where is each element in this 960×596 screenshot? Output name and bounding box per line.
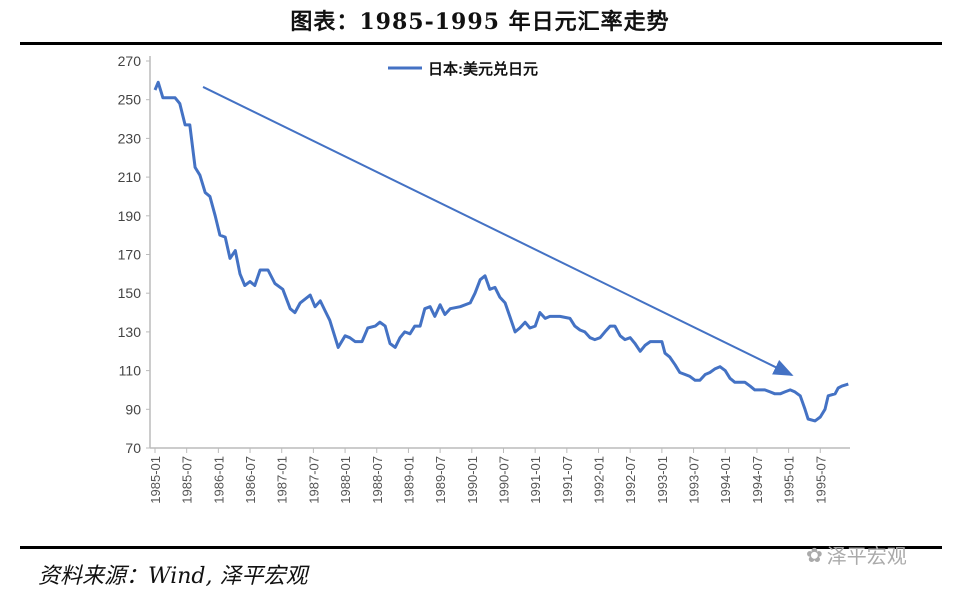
watermark: ✿ 泽平宏观 — [806, 540, 907, 569]
y-tick-label: 230 — [118, 130, 142, 146]
y-tick-label: 250 — [118, 92, 142, 108]
x-tick-label: 1986-01 — [211, 456, 226, 504]
y-tick-label: 130 — [118, 324, 142, 340]
x-tick-label: 1995-01 — [782, 456, 797, 504]
x-tick-label: 1988-07 — [370, 456, 385, 504]
x-tick-label: 1991-07 — [560, 456, 575, 504]
x-tick-label: 1987-07 — [306, 456, 321, 504]
trend-arrow — [202, 86, 794, 376]
chart-title: 图表：1985-1995 年日元汇率走势 — [290, 9, 670, 35]
source-note: 资料来源：Wind, 泽平宏观 — [38, 564, 308, 589]
x-tick-label: 1992-07 — [623, 456, 638, 504]
y-tick-label: 270 — [118, 53, 142, 69]
x-tick-label: 1985-01 — [148, 456, 163, 504]
x-tick-label: 1985-07 — [180, 456, 195, 504]
x-tick-label: 1995-07 — [813, 456, 828, 504]
series-line-usd-jpy — [153, 80, 849, 423]
top-rule — [20, 42, 942, 45]
y-tick-label: 170 — [118, 247, 142, 263]
x-tick-label: 1987-01 — [275, 456, 290, 504]
x-tick-label: 1988-01 — [338, 456, 353, 504]
x-tick-label: 1993-07 — [687, 456, 702, 504]
y-tick-label: 70 — [125, 440, 141, 456]
x-tick-label: 1991-01 — [528, 456, 543, 504]
x-tick-label: 1990-07 — [496, 456, 511, 504]
y-tick-label: 110 — [119, 363, 142, 379]
watermark-text: 泽平宏观 — [826, 544, 907, 568]
x-tick-label: 1992-01 — [592, 456, 607, 504]
x-tick-label: 1989-01 — [401, 456, 416, 504]
x-tick-label: 1994-01 — [718, 456, 733, 504]
bottom-rule — [20, 546, 942, 549]
x-tick-label: 1993-01 — [655, 456, 670, 504]
y-tick-label: 190 — [118, 208, 142, 224]
x-tick-label: 1986-07 — [243, 456, 258, 504]
x-tick-label: 1989-07 — [433, 456, 448, 504]
y-tick-label: 90 — [125, 401, 141, 417]
y-tick-label: 210 — [118, 169, 142, 185]
legend-label: 日本:美元兑日元 — [428, 60, 538, 78]
x-tick-label: 1994-07 — [750, 456, 765, 504]
chart: 70 90 110 130 150 170 190 210 230 250 270 1985-01 19… — [118, 53, 850, 504]
wechat-icon: ✿ — [806, 542, 823, 567]
y-tick-label: 150 — [118, 285, 142, 301]
x-tick-label: 1990-01 — [465, 456, 480, 504]
